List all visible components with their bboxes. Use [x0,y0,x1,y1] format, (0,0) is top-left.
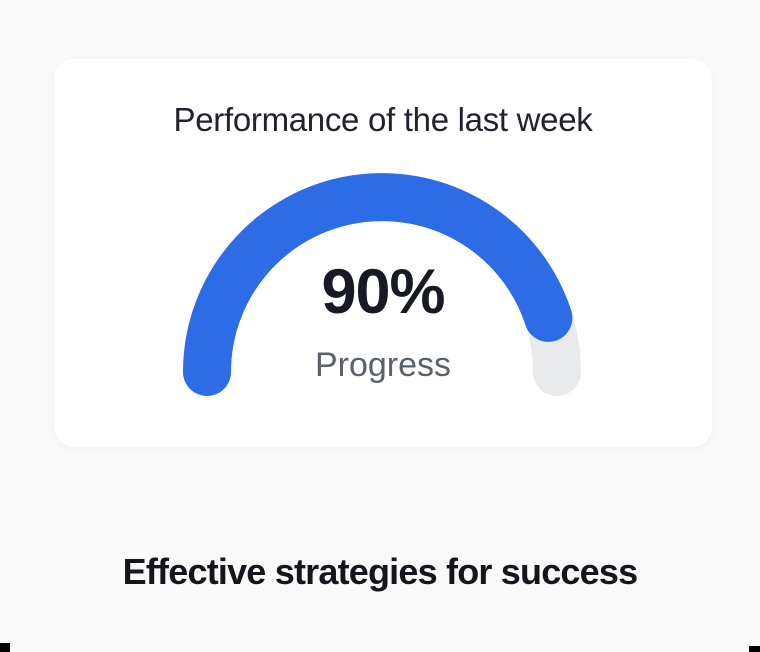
gauge-fill [183,173,573,396]
gauge-sub-label: Progress [314,346,452,384]
gauge-chart [183,173,581,396]
progress-gauge [152,160,612,400]
card-title: Performance of the last week [173,101,593,138]
cropped-element-bottom-right [749,646,760,652]
gauge-value-label: 90% [321,257,445,327]
cropped-element-bottom-left [0,643,10,652]
performance-card: Performance of the last week 90% Progres… [54,59,712,447]
section-heading: Effective strategies for success [122,551,638,592]
